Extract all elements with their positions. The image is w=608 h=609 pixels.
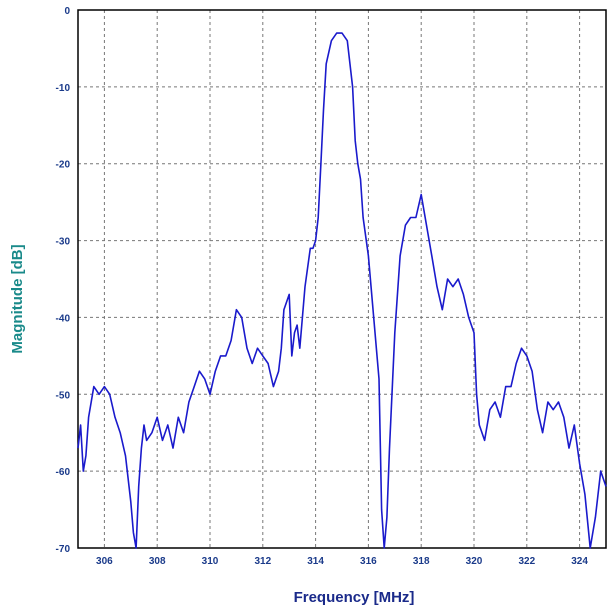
- x-tick-label: 324: [571, 556, 588, 567]
- y-axis-label: Magnitude [dB]: [9, 244, 26, 353]
- y-tick-label: -40: [56, 313, 71, 324]
- y-tick-label: -60: [56, 467, 71, 478]
- y-tick-label: -70: [56, 544, 71, 555]
- y-tick-label: -10: [56, 83, 71, 94]
- y-tick-label: -20: [56, 160, 71, 171]
- y-tick-label: -30: [56, 237, 71, 248]
- y-tick-label: -50: [56, 390, 71, 401]
- x-tick-label: 312: [254, 556, 271, 567]
- x-tick-label: 314: [307, 556, 324, 567]
- x-tick-label: 308: [149, 556, 166, 567]
- x-tick-label: 322: [518, 556, 535, 567]
- x-tick-label: 320: [466, 556, 483, 567]
- y-tick-label: 0: [64, 6, 70, 17]
- x-tick-label: 316: [360, 556, 377, 567]
- x-axis-ticks: 306 308 310 312 314 316 318 320 322 324: [96, 556, 588, 567]
- x-tick-label: 318: [413, 556, 430, 567]
- x-axis-label: Frequency [MHz]: [294, 589, 415, 606]
- x-tick-label: 310: [202, 556, 219, 567]
- grid-lines: [78, 10, 606, 548]
- y-axis-ticks: 0 -10 -20 -30 -40 -50 -60 -70: [56, 6, 71, 555]
- series-line: [77, 32, 607, 549]
- plot-area-frame: [77, 9, 607, 549]
- x-tick-label: 306: [96, 556, 113, 567]
